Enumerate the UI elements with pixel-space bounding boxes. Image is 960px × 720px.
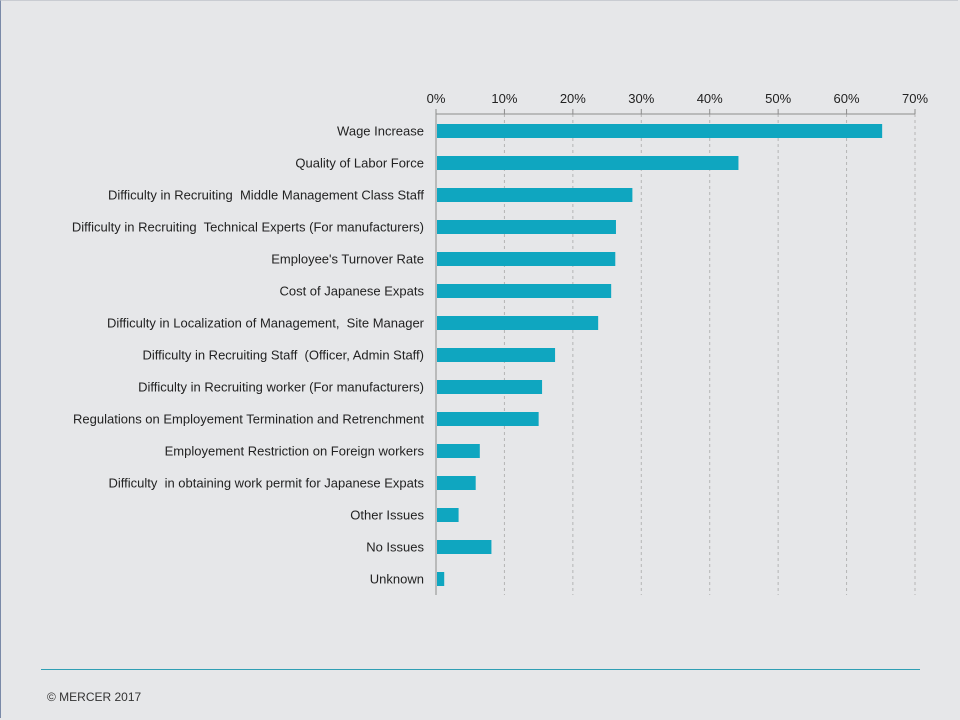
x-tick-label: 70% — [902, 91, 928, 106]
bar — [437, 572, 445, 586]
category-label: No Issues — [366, 540, 424, 555]
bar — [437, 412, 539, 426]
bar — [437, 348, 556, 362]
category-label: Difficulty in Recruiting Middle Manageme… — [108, 188, 424, 203]
category-label: Difficulty in Recruiting Staff (Officer,… — [142, 348, 424, 363]
x-tick-label: 60% — [834, 91, 860, 106]
x-tick-label: 30% — [628, 91, 654, 106]
category-label: Quality of Labor Force — [295, 156, 424, 171]
category-label: Cost of Japanese Expats — [279, 284, 424, 299]
category-label: Difficulty in Localization of Management… — [107, 316, 425, 331]
bar — [437, 220, 616, 234]
x-tick-label: 50% — [765, 91, 791, 106]
bar — [437, 540, 492, 554]
bar — [437, 316, 599, 330]
x-tick-label: 20% — [560, 91, 586, 106]
copyright-text: © MERCER 2017 — [47, 690, 142, 704]
x-tick-label: 0% — [427, 91, 446, 106]
x-tick-label: 10% — [491, 91, 517, 106]
category-label: Difficulty in obtaining work permit for … — [108, 476, 424, 491]
bar — [437, 508, 459, 522]
bar — [437, 252, 616, 266]
category-label: Employee's Turnover Rate — [271, 252, 424, 267]
footer-divider — [41, 669, 920, 670]
bar — [437, 444, 480, 458]
category-label: Employement Restriction on Foreign worke… — [165, 444, 425, 459]
category-label: Other Issues — [350, 508, 424, 523]
category-label: Difficulty in Recruiting Technical Exper… — [72, 220, 424, 235]
category-label: Difficulty in Recruiting worker (For man… — [138, 380, 424, 395]
category-label: Regulations on Employement Termination a… — [73, 412, 424, 427]
bar — [437, 380, 543, 394]
category-label: Unknown — [370, 572, 424, 587]
bar — [437, 124, 883, 138]
category-label: Wage Increase — [337, 124, 424, 139]
bar — [437, 156, 739, 170]
bar — [437, 284, 612, 298]
bar — [437, 188, 633, 202]
x-tick-label: 40% — [697, 91, 723, 106]
bar — [437, 476, 476, 490]
